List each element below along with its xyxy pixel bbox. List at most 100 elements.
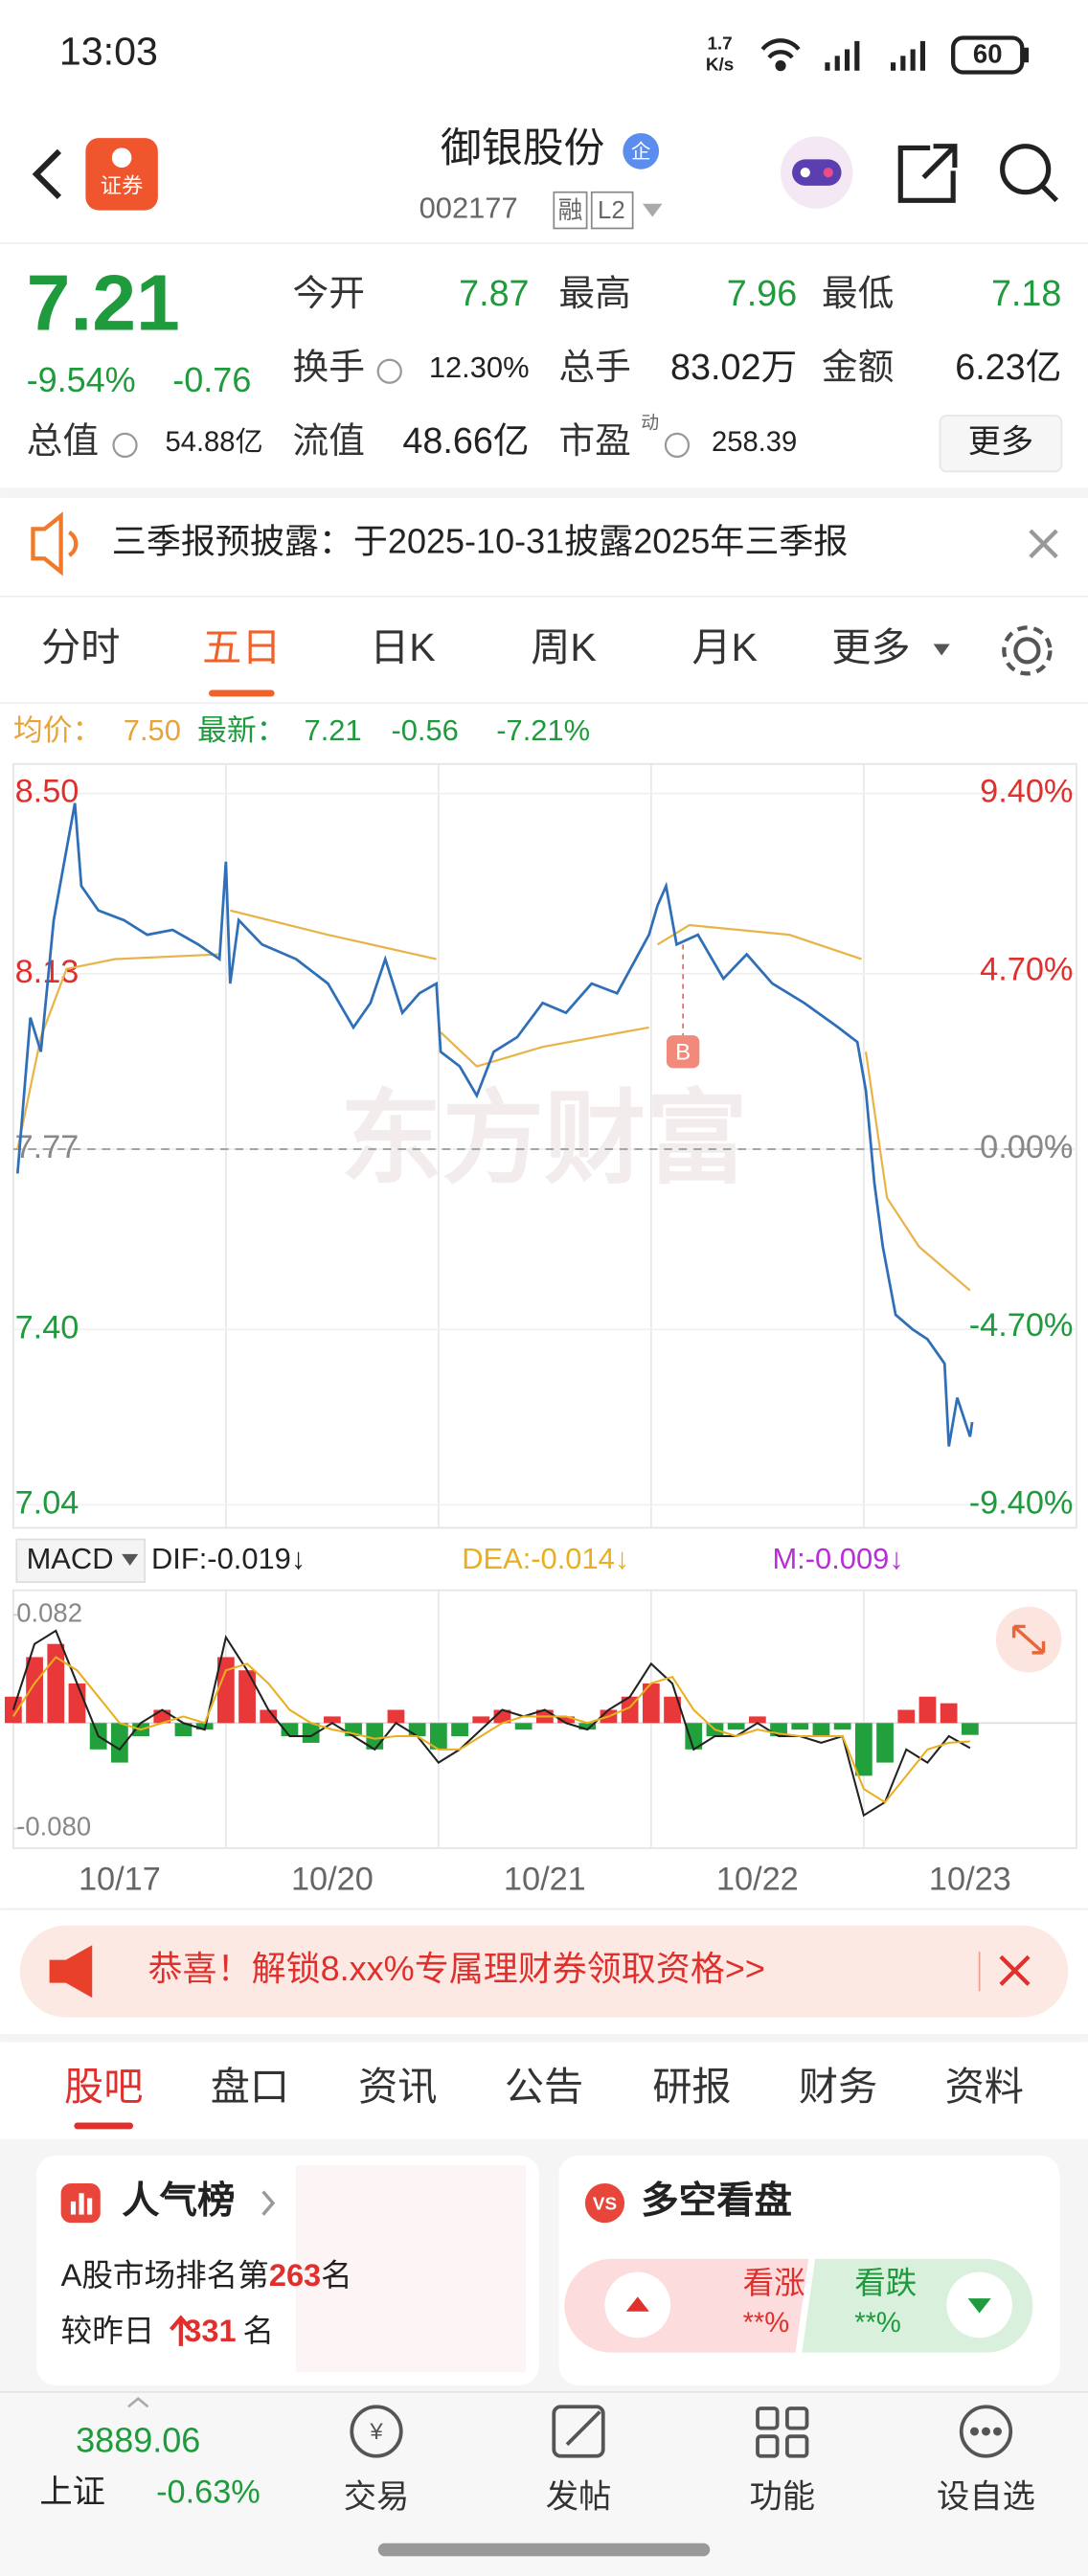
info-icon [664,432,691,459]
macd-bar [451,1723,468,1737]
content-tab[interactable]: 公告 [505,2065,583,2109]
nav-item[interactable]: 发帖 [546,2478,612,2515]
quote-fields: 今开 7.87 最高 7.96 最低 7.18 换手 12.30% 总手 83.02万 金额 6.23… [27,273,1062,461]
period-tab[interactable]: 周K [531,625,597,669]
rank-line: A股市场排名第263名 [61,2256,352,2292]
logo-text: 证券 [101,173,144,197]
indicator-dropdown [122,1553,139,1566]
content-tab[interactable]: 股吧 [64,2065,143,2109]
content-tab[interactable]: 盘口 [211,2065,289,2109]
x-tick-label: 10/17 [79,1861,161,1897]
index-change[interactable]: -0.63% [156,2474,261,2510]
legend-value: 7.50 [124,713,181,747]
content-tab[interactable]: 资料 [945,2065,1024,2109]
macd-bar [68,1683,86,1724]
x-tick-label: 10/22 [716,1861,799,1897]
battery [951,35,1025,75]
active-underline [74,2122,134,2130]
nav-item[interactable]: 设自选 [937,2478,1035,2515]
network-speed: 1.7 [707,33,732,53]
last-price: 7.21 [27,259,180,347]
indicator-select[interactable]: MACD [27,1542,114,1575]
settings-button[interactable] [1002,625,1053,676]
promo-close[interactable] [999,1955,1031,1986]
more-button[interactable]: 更多 [968,423,1034,460]
promo-banner[interactable] [19,1925,1069,2018]
macd-bar [812,1723,830,1737]
content-tab[interactable]: 资讯 [358,2065,437,2109]
change-prefix: 较昨日 [61,2313,155,2348]
field-value: 54.88亿 [166,426,263,458]
x-tick-label: 10/23 [929,1861,1011,1897]
back-button[interactable] [32,148,62,199]
y-tick-label: 8.50 [15,774,79,810]
trade-marker-label: B [675,1039,691,1065]
legend-value: -0.019↓ [207,1542,306,1575]
change-suffix: 名 [242,2313,274,2348]
field-label: 市盈 [558,420,630,461]
function-icon [756,2407,809,2458]
name-badge: 企 [631,141,651,163]
change: -0.76 [172,360,251,399]
period-tab[interactable]: 更多 [831,625,910,669]
field-label-sup: 动 [641,413,659,433]
chart-legend: 均价： 7.50 最新： 7.21 -0.56 -7.21% [13,713,590,747]
index-name[interactable]: 上证 [39,2474,105,2510]
legend-label: 均价： [13,713,102,747]
chevron [261,2190,276,2216]
macd-bar [429,1723,447,1750]
share-button[interactable] [897,144,958,203]
content-tab[interactable]: 研报 [652,2065,731,2109]
logo-mark [111,147,132,168]
svg-text:¥: ¥ [369,2419,383,2445]
macd-bar [557,1716,575,1724]
x-tick-label: 10/20 [291,1861,374,1897]
promo-text[interactable]: 恭喜！解锁8.xx%专属理财券领取资格>> [148,1949,765,1988]
name-badge-bg [623,132,660,169]
search-button[interactable] [1000,144,1059,203]
vs-icon-bg [584,2182,625,2224]
period-tab[interactable]: 日K [370,625,436,669]
y-tick-label: 7.77 [15,1129,79,1165]
broker-logo[interactable] [85,138,158,211]
macd-bar [302,1723,320,1743]
macd-bar [387,1709,405,1724]
rank-change-line: 较昨日 331 名 [61,2313,274,2348]
divider [0,487,1088,498]
legend-change: -0.56 [391,713,458,747]
period-tab[interactable]: 五日 [202,625,281,669]
nav-item[interactable]: 功能 [749,2478,815,2515]
notice-text[interactable]: 三季报预披露：于2025-10-31披露2025年三季报 [112,521,849,560]
trade-marker [666,1035,700,1069]
code-dropdown[interactable] [642,203,663,217]
period-tab[interactable]: 月K [691,625,758,669]
index-value[interactable]: 3889.06 [76,2421,200,2460]
field-value: 258.39 [712,427,797,458]
field-label: 总值 [27,420,99,461]
content-tab[interactable]: 财务 [799,2065,877,2109]
rank: 263 [269,2256,321,2292]
field-value: 7.18 [991,273,1061,313]
macd-bar [174,1723,193,1737]
notice-close[interactable] [1029,529,1058,559]
assistant-avatar[interactable] [781,136,853,209]
macd-bar [514,1723,533,1730]
expand-indicator[interactable] [127,2397,149,2408]
macd-bar [940,1703,958,1724]
rank-suffix: 名 [321,2256,352,2292]
content-tabs: 股吧 盘口 资讯 公告 研报 财务 资料 [64,2065,1024,2130]
indicator-select-bg[interactable] [15,1538,146,1583]
legend-label: M: [772,1542,805,1575]
period-tab[interactable]: 分时 [41,625,120,669]
macd-chart: 0.082 -0.080 [4,1590,1077,1849]
price-line [16,909,971,1292]
more-button-bg[interactable] [939,415,1063,473]
badge-box [590,191,634,230]
nav-item[interactable]: 交易 [344,2478,410,2515]
field-value: 7.87 [459,273,529,313]
vs-icon: VS [593,2193,617,2213]
macd-bar [260,1709,278,1724]
expand-button[interactable] [995,1606,1062,1673]
macd-bar [897,1709,916,1724]
macd-bar [961,1723,979,1735]
